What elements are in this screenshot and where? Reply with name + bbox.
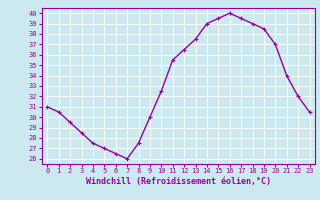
X-axis label: Windchill (Refroidissement éolien,°C): Windchill (Refroidissement éolien,°C) bbox=[86, 177, 271, 186]
